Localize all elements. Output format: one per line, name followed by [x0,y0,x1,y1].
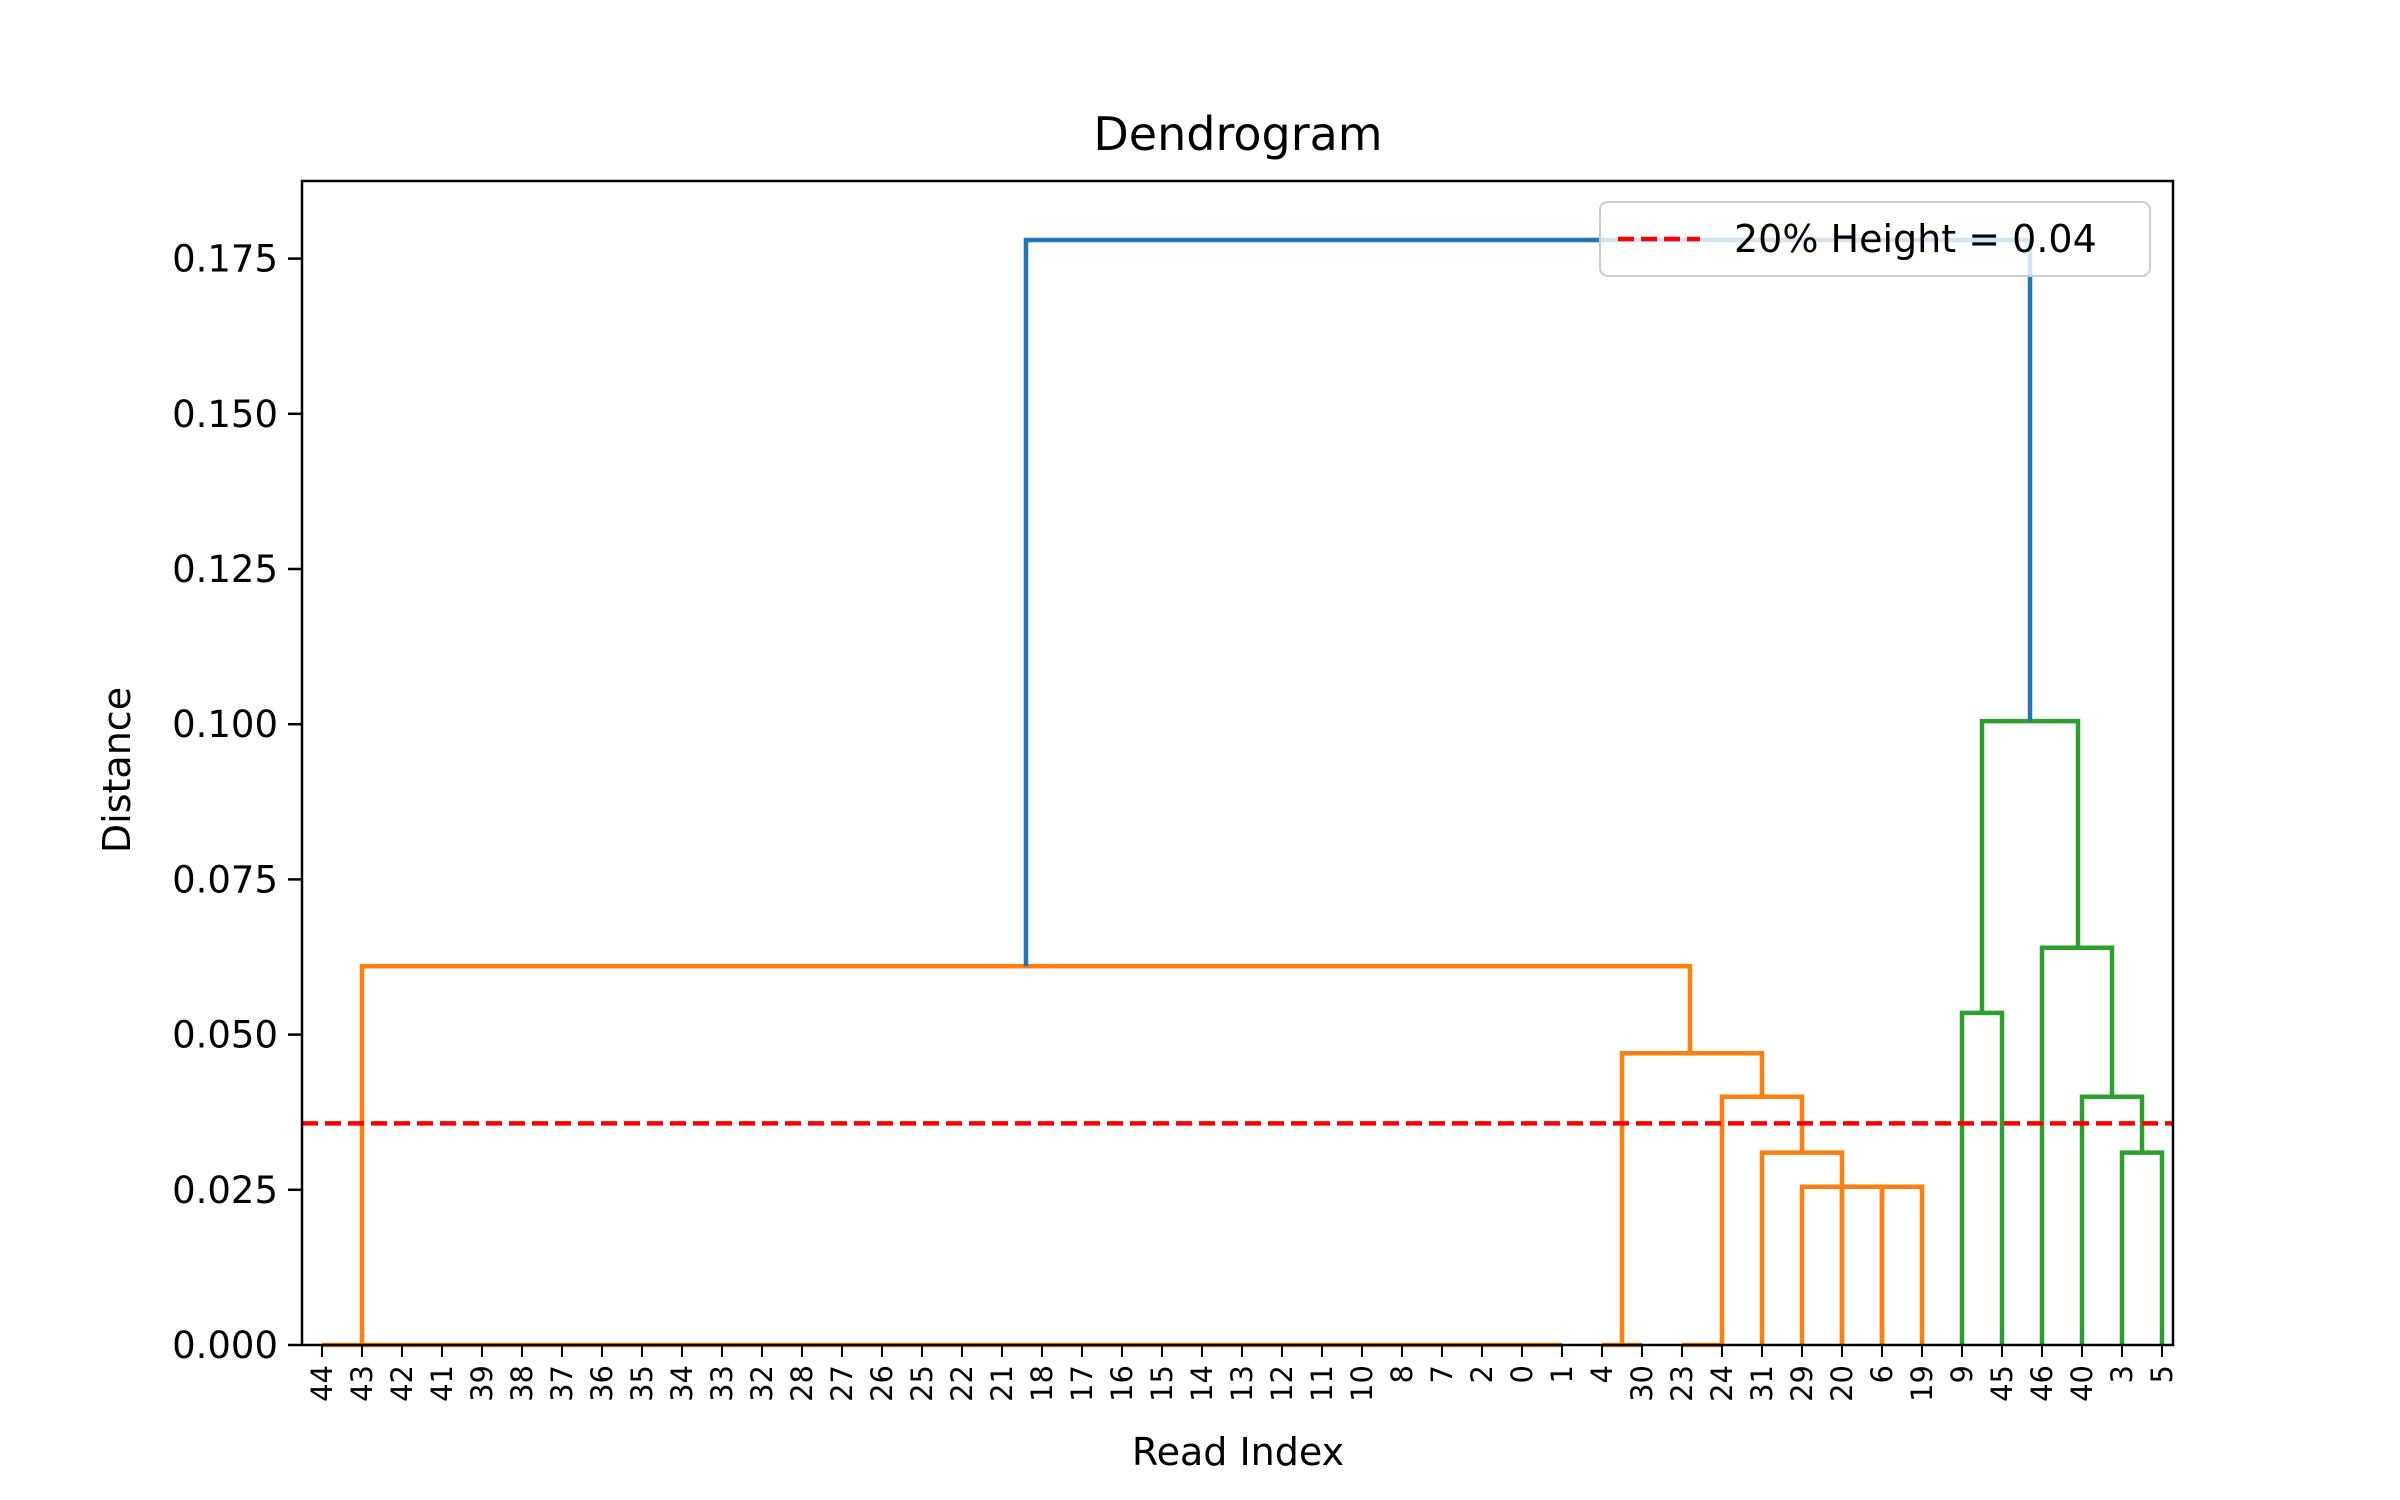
leaf-label: 20 [1825,1365,1859,1402]
y-axis-ticks: 0.000 0.025 0.050 0.075 0.100 0.125 0.150 0.175 [172,238,302,1367]
leaf-label: 33 [705,1365,739,1402]
dendrogram-link [1799,1184,1845,1345]
leaf-label: 28 [785,1365,819,1402]
leaf-label: 30 [1625,1365,1659,1402]
leaf-label: 24 [1705,1365,1739,1402]
dendrogram-links [322,237,2165,1348]
legend-label: 20% Height = 0.04 [1734,217,2097,261]
leaf-label: 12 [1265,1365,1299,1402]
leaf-label: 43 [345,1365,379,1402]
y-tick-label: 0.125 [172,548,278,591]
leaf-label: 32 [745,1365,779,1402]
leaf-label: 26 [865,1365,899,1402]
leaf-label: 4 [1585,1365,1619,1383]
dendrogram-link [1879,1184,1925,1345]
leaf-label: 34 [665,1365,699,1402]
leaf-label: 13 [1225,1365,1259,1402]
y-tick-label: 0.100 [172,703,278,746]
leaf-label: 37 [545,1365,579,1402]
leaf-label: 8 [1385,1365,1419,1383]
dendrogram-link [2039,945,2115,1345]
leaf-label: 10 [1345,1365,1379,1402]
leaf-label: 46 [2025,1365,2059,1402]
leaf-label: 38 [505,1365,539,1402]
x-axis-ticks: 44 43 42 41 39 38 37 36 35 34 33 32 28 27 26 25 22 21 18 17… [305,1345,2179,1402]
leaf-label: 3 [2105,1365,2139,1383]
y-tick-label: 0.025 [172,1169,278,1212]
leaf-label: 41 [425,1365,459,1402]
dendrogram-link [2079,1094,2145,1345]
y-tick-label: 0.150 [172,393,278,436]
leaf-label: 22 [945,1365,979,1402]
leaf-label: 45 [1985,1365,2019,1402]
leaf-label: 18 [1025,1365,1059,1402]
leaf-label: 23 [1665,1365,1699,1402]
leaf-label: 44 [305,1365,339,1402]
y-tick-label: 0.175 [172,238,278,281]
leaf-label: 7 [1425,1365,1459,1383]
y-tick-label: 0.000 [172,1324,278,1367]
leaf-label: 14 [1185,1365,1219,1402]
leaf-label: 25 [905,1365,939,1402]
y-tick-label: 0.075 [172,858,278,901]
leaf-label: 40 [2065,1365,2099,1402]
leaf-label: 39 [465,1365,499,1402]
leaf-label: 9 [1945,1365,1979,1383]
dendrogram-link [1023,237,2033,967]
x-axis-label: Read Index [1132,1430,1344,1474]
dendrogram-link [2119,1150,2165,1345]
leaf-label: 29 [1785,1365,1819,1402]
leaf-label: 31 [1745,1365,1779,1402]
leaf-label: 15 [1145,1365,1179,1402]
leaf-label: 27 [825,1365,859,1402]
plot-frame [300,179,2175,1347]
chart-title: Dendrogram [1093,107,1382,161]
leaf-label: 17 [1065,1365,1099,1402]
dendrogram-link [1839,1184,1885,1345]
leaf-label: 11 [1305,1365,1339,1402]
leaf-label: 1 [1545,1365,1579,1383]
leaf-label: 0 [1505,1365,1539,1383]
leaf-label: 35 [625,1365,659,1402]
leaf-label: 6 [1865,1365,1899,1383]
legend-box [1599,201,2151,277]
leaf-label: 19 [1905,1365,1939,1402]
leaf-label: 36 [585,1365,619,1402]
dendrogram-link [359,964,1693,1345]
leaf-label: 21 [985,1365,1019,1402]
y-axis-label: Distance [95,687,139,853]
dendrogram-link [1959,1010,2005,1345]
legend: 20% Height = 0.04 [1599,201,2151,277]
leaf-label: 42 [385,1365,419,1402]
y-tick-label: 0.050 [172,1014,278,1057]
dendrogram-link [1979,718,2081,1013]
leaf-label: 5 [2145,1365,2179,1383]
leaf-label: 16 [1105,1365,1139,1402]
leaf-label: 2 [1465,1365,1499,1383]
